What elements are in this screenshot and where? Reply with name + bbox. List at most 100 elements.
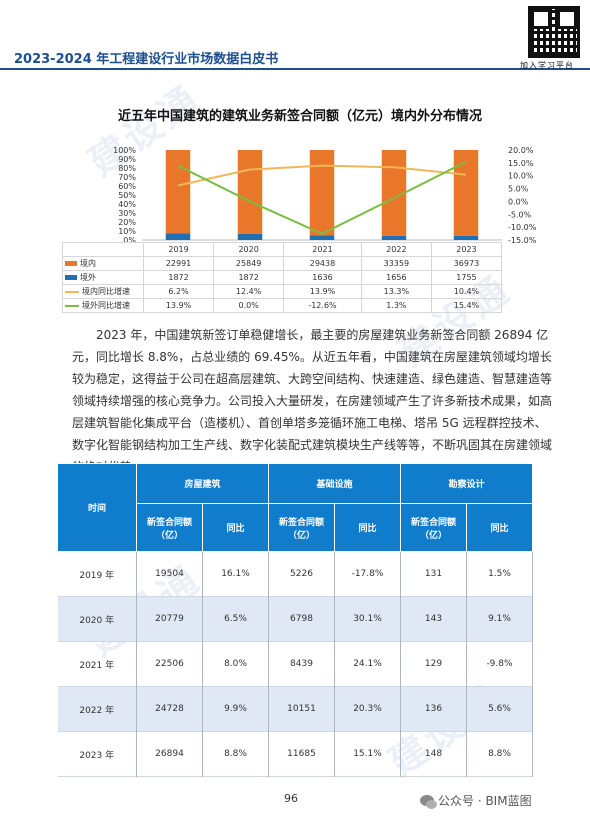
- series-value: 25849: [213, 256, 285, 271]
- series-value: 0.0%: [213, 298, 285, 313]
- series-row: 境外同比增速 13.9% 0.0% -12.6% 1.3% 15.4%: [62, 298, 503, 313]
- bar-domestic: [165, 150, 191, 234]
- wechat-icon: [420, 795, 437, 809]
- legend-line: [65, 304, 79, 307]
- bar-overseas: [453, 235, 479, 240]
- table-cell: 129: [400, 641, 467, 687]
- table-cell: 1.5%: [466, 551, 533, 597]
- table-cell: 10151: [268, 686, 335, 732]
- series-value: 10.4%: [430, 284, 503, 299]
- bar-domestic: [237, 150, 263, 234]
- qr-caption: 加入学习平台: [520, 61, 574, 70]
- table-cell: 8.0%: [202, 641, 269, 687]
- year-cell: 2021 年: [57, 641, 137, 687]
- bar-domestic: [309, 150, 335, 236]
- table-row: 2020 年 20779 6.5% 6798 30.1% 143 9.1%: [57, 596, 533, 642]
- series-value: 15.4%: [430, 298, 503, 313]
- series-value: 1636: [283, 270, 362, 285]
- bar-overseas: [381, 235, 407, 240]
- y-right-tick-label: -15.0%: [508, 236, 537, 244]
- series-value: 33359: [360, 256, 432, 271]
- table-cell: 5.6%: [466, 686, 533, 732]
- table-row: 2023 年 26894 8.8% 11685 15.1% 148 8.8%: [57, 731, 533, 777]
- category-label: 2020: [213, 242, 285, 257]
- y-left-tick-label: 0%: [123, 236, 136, 244]
- series-value: 1755: [430, 270, 503, 285]
- y-right-tick-label: 15.0%: [508, 159, 534, 168]
- year-cell: 2019 年: [57, 551, 137, 597]
- sub-header: 新签合同额（亿）: [400, 503, 467, 552]
- series-label: 境内同比增速: [62, 284, 144, 299]
- table-cell: 6.5%: [202, 596, 269, 642]
- table-corner: [62, 242, 144, 257]
- category-label: 2021: [283, 242, 362, 257]
- line-overseas-growth: [177, 160, 467, 235]
- table-cell: 148: [400, 731, 467, 777]
- series-name: 境内: [80, 259, 96, 268]
- y-left-tick-label: 70%: [118, 173, 136, 182]
- bar-overseas: [309, 235, 335, 240]
- group-header: 勘察设计: [400, 463, 533, 504]
- table-cell: 20.3%: [334, 686, 401, 732]
- sub-header: 新签合同额（亿）: [268, 503, 335, 552]
- chart-title: 近五年中国建筑的建筑业务新签合同额（亿元）境内外分布情况: [117, 109, 482, 124]
- qr-code[interactable]: [528, 6, 580, 58]
- series-name: 境外: [80, 273, 96, 282]
- group-header: 房屋建筑: [136, 463, 269, 504]
- header-rule: [0, 68, 590, 70]
- series-label: 境外: [62, 270, 144, 285]
- y-left-tick-label: 100%: [113, 146, 136, 155]
- table-cell: 30.1%: [334, 596, 401, 642]
- footer-account[interactable]: 公众号 · BIM蓝图: [420, 792, 532, 809]
- data-table: 时间 房屋建筑 基础设施 勘察设计 新签合同额（亿） 同比 新签合同额（亿） 同…: [57, 463, 533, 777]
- series-value: 13.9%: [283, 284, 362, 299]
- table-cell: 20779: [136, 596, 203, 642]
- series-value: 1872: [213, 270, 285, 285]
- chart: 0%10%20%30%40%50%60%70%80%90%100% -15.0% -…: [113, 146, 537, 244]
- table-cell: 5226: [268, 551, 335, 597]
- y-left-tick-label: 80%: [118, 164, 136, 173]
- table-cell: 136: [400, 686, 467, 732]
- legend-swatch: [65, 261, 77, 266]
- time-header: 时间: [57, 463, 137, 552]
- sub-header: 同比: [334, 503, 401, 552]
- series-value: 13.3%: [360, 284, 432, 299]
- table-cell: 22506: [136, 641, 203, 687]
- y-right-tick-label: 0.0%: [508, 197, 529, 206]
- account-label: 公众号 · BIM蓝图: [438, 794, 532, 808]
- bar-overseas: [165, 233, 191, 240]
- bar-domestic: [453, 150, 479, 236]
- line-domestic-growth: [177, 164, 467, 187]
- table-cell: 15.1%: [334, 731, 401, 777]
- table-cell: 9.9%: [202, 686, 269, 732]
- sub-header: 新签合同额（亿）: [136, 503, 203, 552]
- year-cell: 2023 年: [57, 731, 137, 777]
- series-value: 1872: [142, 270, 215, 285]
- y-right-tick-label: -10.0%: [508, 223, 537, 232]
- bar-overseas: [237, 233, 263, 240]
- body-paragraph: 2023 年，中国建筑新签订单稳健增长，最主要的房屋建筑业务新签合同额 2689…: [72, 328, 553, 474]
- series-value: 13.9%: [142, 298, 215, 313]
- table-cell: 16.1%: [202, 551, 269, 597]
- series-value: 1656: [360, 270, 432, 285]
- category-label: 2023: [430, 242, 503, 257]
- year-cell: 2020 年: [57, 596, 137, 642]
- sub-header: 同比: [202, 503, 269, 552]
- series-row: 境内 22991 25849 29438 33359 36973: [62, 256, 503, 271]
- table-row: 2021 年 22506 8.0% 8439 24.1% 129 -9.8%: [57, 641, 533, 687]
- y-left-tick-label: 60%: [118, 182, 136, 191]
- series-value: 36973: [430, 256, 503, 271]
- table-cell: 8.8%: [202, 731, 269, 777]
- series-label: 境内: [62, 256, 144, 271]
- table-cell: 8.8%: [466, 731, 533, 777]
- series-value: 6.2%: [142, 284, 215, 299]
- y-left-tick-label: 20%: [118, 218, 136, 227]
- category-label: 2019: [142, 242, 215, 257]
- table-cell: 24.1%: [334, 641, 401, 687]
- y-left-tick-label: 50%: [118, 191, 136, 200]
- legend-swatch: [65, 275, 77, 280]
- table-cell: 131: [400, 551, 467, 597]
- series-value: 1.3%: [360, 298, 432, 313]
- series-value: 12.4%: [213, 284, 285, 299]
- series-name: 境内同比增速: [82, 287, 130, 296]
